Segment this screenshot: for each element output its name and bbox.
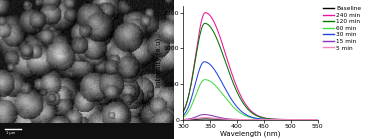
Text: 1 μm: 1 μm xyxy=(6,131,15,135)
Y-axis label: Intensity (a.u): Intensity (a.u) xyxy=(155,38,161,87)
X-axis label: Wavelength (nm): Wavelength (nm) xyxy=(220,131,280,137)
Legend: Baseline, 240 min, 120 min, 60 min, 30 min, 15 min, 5 min: Baseline, 240 min, 120 min, 60 min, 30 m… xyxy=(323,6,361,51)
